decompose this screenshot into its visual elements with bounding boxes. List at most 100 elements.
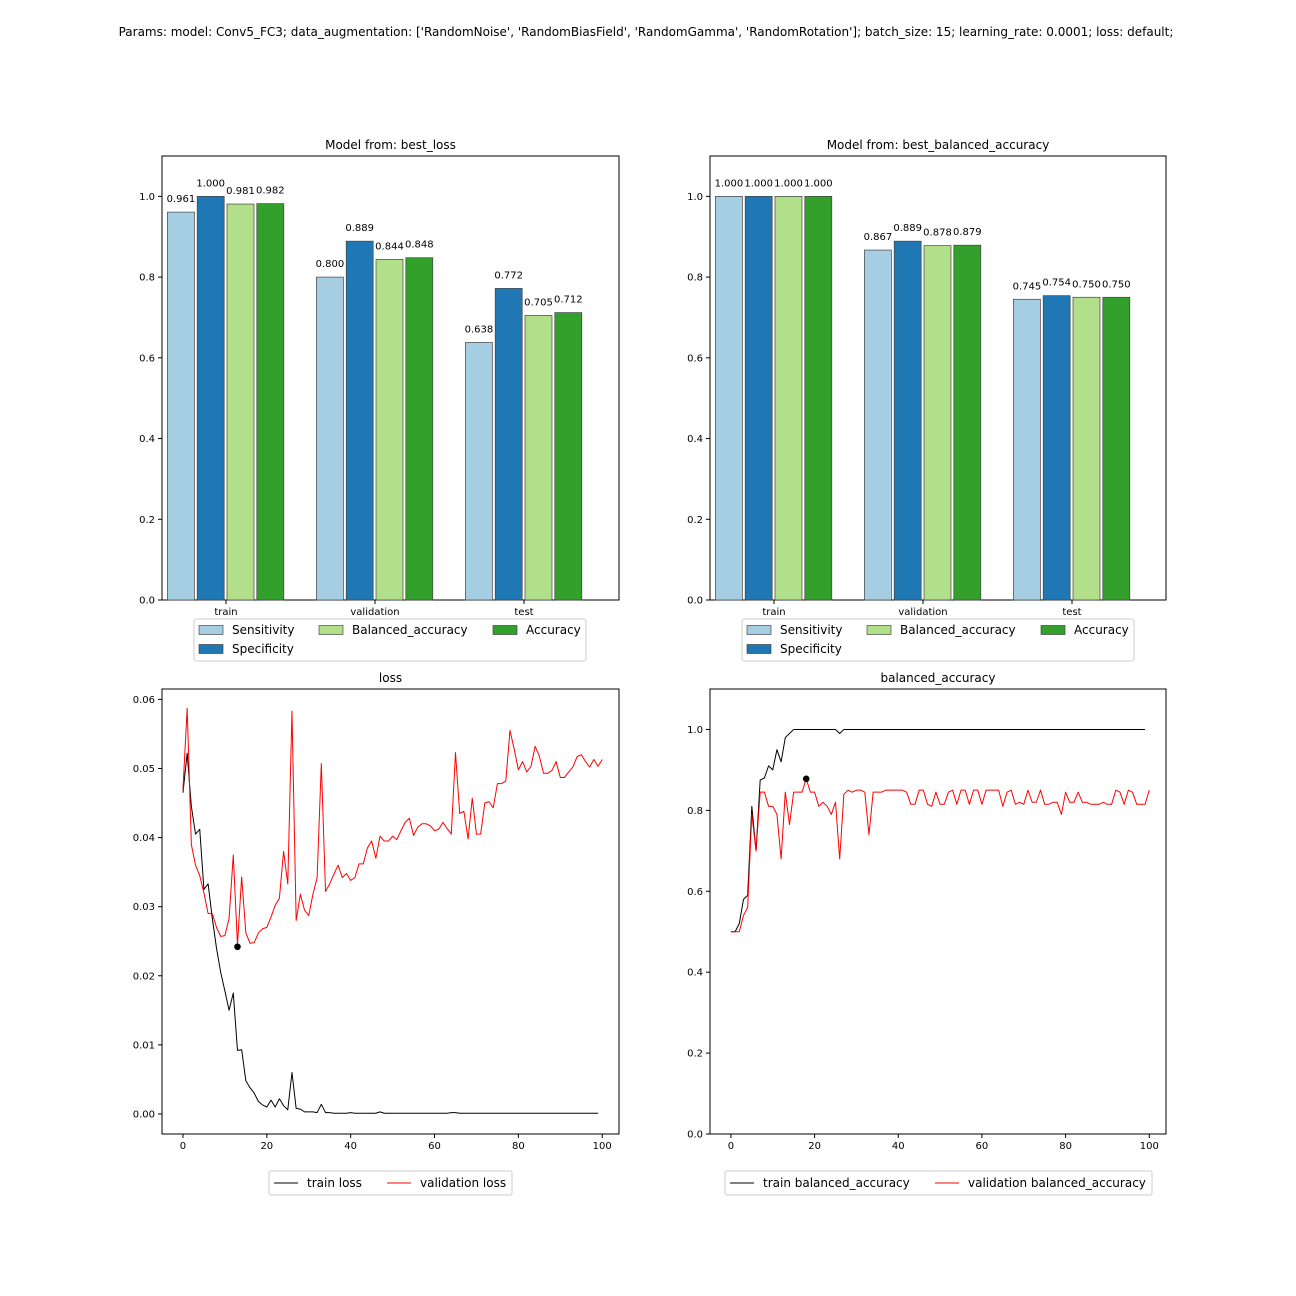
y-tick-label: 0.4: [687, 434, 703, 445]
x-tick-label: 0: [180, 1141, 186, 1152]
legend-label: Sensitivity: [232, 623, 294, 637]
bar: [864, 249, 892, 601]
legend-box: [741, 618, 1135, 662]
x-tick-label: 80: [1059, 1141, 1072, 1152]
x-tick-label: train: [214, 607, 237, 618]
x-tick-label: 60: [976, 1141, 989, 1152]
bar-value-label: 0.800: [316, 259, 345, 270]
bar-value-label: 0.705: [524, 297, 553, 308]
bar-value-label: 0.750: [1102, 279, 1131, 290]
y-tick-label: 0.6: [139, 353, 155, 364]
legend-label: Accuracy: [1074, 623, 1129, 637]
bar: [226, 203, 255, 601]
line-chart-balanced-accuracy: balanced_accuracy 0.0 0.2 0.4 0.6 0.8 1.0 0 20 40…: [687, 671, 1167, 1196]
x-tick-label: 40: [344, 1141, 357, 1152]
legend-label: train loss: [307, 1176, 362, 1190]
best-epoch-marker: [234, 943, 241, 951]
x-tick-label: 60: [428, 1141, 441, 1152]
series-line: [730, 728, 1146, 933]
y-tick-label: 0.8: [687, 273, 703, 284]
y-tick-label: 0.2: [687, 1049, 703, 1060]
line-chart-loss: loss 0.00 0.01 0.02 0.03 0.04 0.05 0.06 0 20 40 60 8…: [133, 671, 620, 1196]
x-tick-label: validation: [898, 607, 947, 618]
legend-label: validation loss: [420, 1176, 506, 1190]
bar: [715, 196, 743, 601]
legend-label: Specificity: [232, 642, 294, 656]
bar: [196, 196, 225, 601]
x-tick-label: 40: [892, 1141, 905, 1152]
bar-value-label: 0.879: [953, 227, 982, 238]
chart-title: Model from: best_loss: [325, 138, 456, 152]
x-tick-label: test: [1062, 607, 1081, 618]
y-tick-label: 0.02: [133, 971, 155, 982]
y-tick-label: 0.2: [687, 515, 703, 526]
bar: [1072, 296, 1101, 601]
bar-value-label: 1.000: [196, 178, 225, 189]
bar: [316, 276, 344, 601]
figure-suptitle: Params: model: Conv5_FC3; data_augmentat…: [119, 25, 1174, 39]
bar: [953, 244, 982, 601]
bar: [494, 288, 523, 601]
bar-chart-best-balanced-accuracy: Model from: best_balanced_accuracy 0.0 0.2…: [687, 138, 1167, 662]
legend-swatch: [318, 625, 344, 635]
bar: [1042, 295, 1071, 601]
y-tick-label: 0.0: [139, 596, 155, 607]
legend-label: train balanced_accuracy: [763, 1176, 910, 1190]
y-tick-label: 0.03: [133, 902, 155, 913]
legend-label: Specificity: [780, 642, 842, 656]
plot-area-frame: [161, 688, 620, 1135]
bar: [167, 211, 195, 601]
legend-swatch: [746, 625, 772, 635]
bar-value-label: 0.750: [1072, 279, 1101, 290]
bar-value-label: 0.745: [1013, 281, 1042, 292]
legend-label: validation balanced_accuracy: [968, 1176, 1146, 1190]
bar-value-label: 0.982: [256, 186, 285, 197]
y-tick-label: 0.05: [133, 764, 155, 775]
bar-value-label: 0.712: [554, 295, 583, 306]
bar-value-label: 0.848: [405, 240, 434, 251]
legend-swatch: [746, 644, 772, 654]
legend-swatch: [198, 644, 224, 654]
legend-swatch: [866, 625, 892, 635]
x-tick-label: test: [514, 607, 533, 618]
y-tick-label: 1.0: [687, 725, 703, 736]
legend-box: [193, 618, 587, 662]
legend-swatch: [1040, 625, 1066, 635]
x-tick-label: 80: [512, 1141, 525, 1152]
legend-swatch: [492, 625, 518, 635]
bar: [893, 240, 922, 601]
bar-value-label: 0.981: [226, 186, 255, 197]
legend-label: Sensitivity: [780, 623, 842, 637]
bar: [744, 196, 773, 601]
series-line: [182, 752, 599, 1114]
y-tick-label: 0.6: [687, 353, 703, 364]
y-tick-label: 0.04: [133, 833, 155, 844]
bar: [375, 258, 404, 601]
bar-value-label: 0.878: [923, 228, 952, 239]
bar-value-label: 0.844: [375, 241, 404, 252]
bar-value-label: 1.000: [744, 178, 773, 189]
legend-label: Accuracy: [526, 623, 581, 637]
x-tick-label: 100: [593, 1141, 612, 1152]
x-tick-label: train: [762, 607, 785, 618]
chart-title: balanced_accuracy: [880, 671, 995, 685]
x-tick-label: 20: [808, 1141, 821, 1152]
bar: [405, 257, 434, 601]
plot-area-frame: [709, 688, 1167, 1135]
bar: [554, 312, 583, 601]
bar-value-label: 0.889: [893, 223, 922, 234]
y-tick-label: 0.0: [687, 596, 703, 607]
series-line: [182, 707, 603, 946]
y-tick-label: 0.4: [687, 968, 703, 979]
y-tick-label: 0.01: [133, 1040, 155, 1051]
y-tick-label: 0.0: [687, 1130, 703, 1141]
bar: [1013, 298, 1041, 601]
legend-label: Balanced_accuracy: [352, 623, 468, 637]
x-tick-label: 0: [728, 1141, 734, 1152]
bar-value-label: 0.772: [494, 270, 523, 281]
y-tick-label: 1.0: [687, 192, 703, 203]
x-tick-label: 20: [260, 1141, 273, 1152]
chart-title: loss: [379, 671, 402, 685]
bar: [465, 342, 493, 601]
bar: [524, 315, 553, 601]
